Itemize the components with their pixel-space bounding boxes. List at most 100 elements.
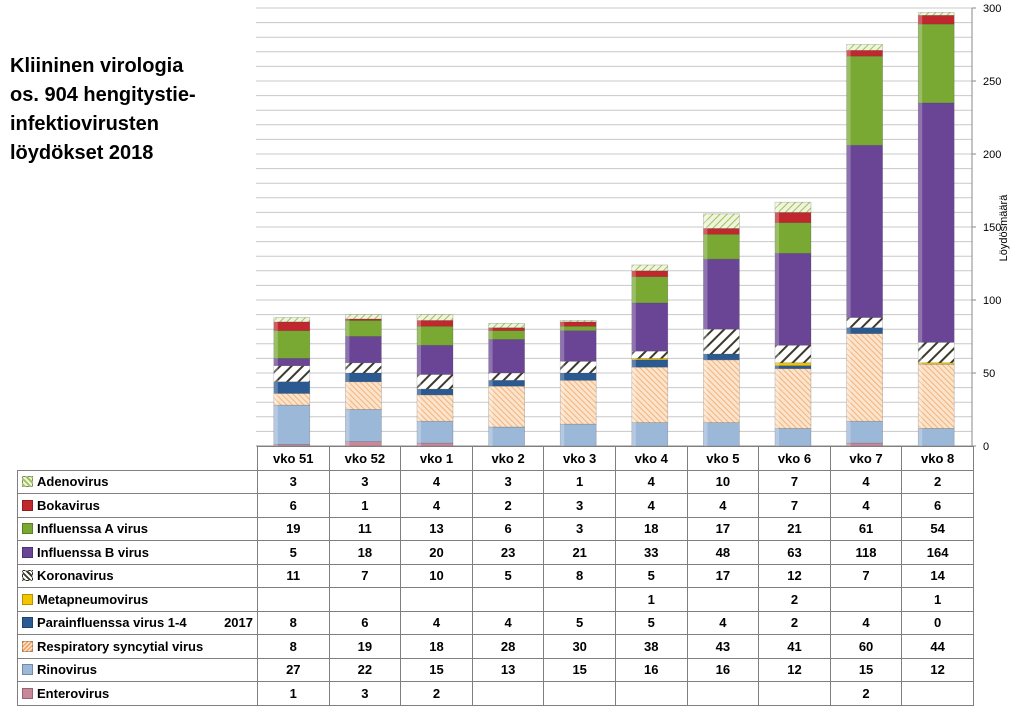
bar-segment: Koronavirus vko 52: 7: [345, 362, 382, 374]
bar-highlight: [273, 317, 278, 446]
data-label: [328, 587, 402, 612]
data-label: 19: [257, 516, 330, 541]
bar-segment: Influenssa A virus vko 52: 11: [345, 320, 382, 337]
bar-segment: Respiratory syncytial virus vko 3: 30: [559, 379, 597, 425]
data-label: [829, 587, 903, 612]
data-label: 30: [543, 634, 616, 659]
data-label: 18: [614, 516, 688, 541]
bar-segment: Influenssa A virus vko 1: 13: [416, 325, 454, 346]
bar-segment: Koronavirus vko 7: 7: [846, 317, 883, 329]
table-row: Bokavirus 6 1 4 2 3 4 4 7 4 6: [17, 493, 974, 518]
bar-segment: Influenssa B virus vko 1: 20: [416, 344, 454, 375]
bar-segment: Parainfluenssa virus 1-4 vko 5: 4: [703, 353, 740, 361]
legend-key: [22, 523, 33, 535]
legend-entry: Bokavirus: [17, 493, 258, 518]
legend-entry: Enterovirus: [17, 681, 258, 706]
data-label: 17: [686, 516, 760, 541]
data-label: 5: [471, 563, 545, 588]
bar-highlight: [417, 314, 421, 446]
x-tick-label: vko 8: [901, 446, 974, 471]
bar-segment: Rinovirus vko 8: 12: [917, 428, 955, 447]
bar-segment: Bokavirus vko 6: 7: [774, 212, 812, 223]
bar-segment: Rinovirus vko 3: 15: [559, 423, 597, 447]
data-label: 60: [829, 634, 903, 659]
bar-segment: Koronavirus vko 2: 5: [488, 372, 525, 381]
bar-segment: Adenovirus vko 3: 1: [559, 320, 597, 323]
legend-key: [22, 499, 33, 511]
data-label: 8: [543, 563, 616, 588]
data-label: 8: [257, 634, 330, 659]
data-label: 1: [257, 681, 330, 706]
legend-label: Koronavirus: [37, 568, 114, 584]
bar-segment: Koronavirus vko 51: 11: [273, 365, 311, 383]
data-label: 11: [257, 563, 330, 588]
data-label: 3: [328, 681, 402, 706]
legend-entry: Parainfluenssa virus 1-4 2017: [17, 610, 258, 635]
data-label: 1: [614, 587, 688, 612]
bar-segment: Influenssa A virus vko 4: 18: [631, 276, 669, 304]
legend-label: Parainfluenssa virus 1-4: [37, 615, 187, 631]
data-label: 13: [471, 657, 545, 682]
data-label: [471, 681, 545, 706]
series-note: 2017: [224, 615, 253, 631]
bar-segment: Koronavirus vko 4: 5: [631, 350, 669, 359]
data-label: 0: [901, 610, 974, 635]
data-label: 8: [257, 610, 330, 635]
bar-segment: Parainfluenssa virus 1-4 vko 1: 4: [416, 388, 454, 396]
bar-highlight: [488, 323, 493, 446]
legend-label: Metapneumovirus: [37, 591, 149, 607]
table-row: Adenovirus 3 3 4 3 1 4 10 7 4 2: [17, 469, 974, 494]
data-label: 5: [614, 610, 688, 635]
data-table: vko 51 vko 52 vko 1 vko 2 vko 3 vko 4 vko 5 vko…: [17, 446, 974, 706]
legend-key: [22, 617, 33, 629]
data-label: 21: [758, 516, 831, 541]
data-label: 6: [328, 610, 402, 635]
bar-highlight: [345, 314, 350, 446]
bar-segment: Adenovirus vko 6: 7: [774, 201, 812, 213]
data-label: [758, 681, 831, 706]
bar-segment: Rinovirus vko 1: 15: [416, 420, 454, 444]
y-tick-label: 300: [983, 3, 1001, 15]
bar-segment: Rinovirus vko 52: 22: [345, 409, 382, 442]
data-label: 4: [400, 469, 473, 494]
bar-segment: Influenssa B virus vko 2: 23: [488, 339, 525, 374]
bar-segment: Parainfluenssa virus 1-4 vko 2: 4: [488, 379, 525, 387]
x-tick-label: vko 6: [758, 446, 831, 471]
data-label: 41: [758, 634, 831, 659]
bar-segment: Rinovirus vko 6: 12: [774, 428, 812, 447]
data-label: 164: [901, 540, 974, 565]
legend-label: Respiratory syncytial virus: [37, 638, 204, 654]
data-label: 12: [758, 657, 831, 682]
y-axis: 0 50 100 150 200 250 300: [971, 3, 1001, 453]
data-label: 2: [829, 681, 903, 706]
bar-segment: Rinovirus vko 2: 13: [488, 426, 525, 447]
data-label: 18: [400, 634, 473, 659]
bar-segment: Rinovirus vko 7: 15: [846, 420, 883, 444]
bar-segment: Koronavirus vko 6: 12: [774, 344, 812, 364]
data-label: 14: [901, 563, 974, 588]
legend-entry: Koronavirus: [17, 563, 258, 588]
legend-entry: Adenovirus: [17, 469, 258, 494]
data-label: [257, 587, 330, 612]
data-label: 6: [901, 493, 974, 518]
data-label: 4: [686, 610, 760, 635]
bar-segment: Adenovirus vko 7: 4: [846, 44, 883, 51]
x-tick-label: vko 3: [543, 446, 616, 471]
bar-segment: Influenssa B virus vko 6: 63: [774, 252, 812, 346]
legend-entry: Rinovirus: [17, 657, 258, 682]
data-label: [471, 587, 545, 612]
data-label: 7: [758, 493, 831, 518]
bar-segment: Respiratory syncytial virus vko 6: 41: [774, 368, 812, 429]
data-label: 4: [829, 469, 903, 494]
bar-segment: Bokavirus vko 1: 4: [416, 320, 454, 327]
data-label: 3: [543, 516, 616, 541]
data-label: 43: [686, 634, 760, 659]
bar-segment: Respiratory syncytial virus vko 4: 38: [631, 366, 669, 423]
bar-segment: Bokavirus vko 3: 3: [559, 321, 597, 327]
data-label: 3: [543, 493, 616, 518]
x-tick-label: vko 51: [257, 446, 330, 471]
legend-key: [22, 546, 33, 558]
bar-segment: Koronavirus vko 8: 14: [917, 342, 955, 364]
legend-label: Enterovirus: [37, 685, 110, 701]
chart-title: Kliininen virologia os. 904 hengitystie-…: [10, 55, 196, 164]
